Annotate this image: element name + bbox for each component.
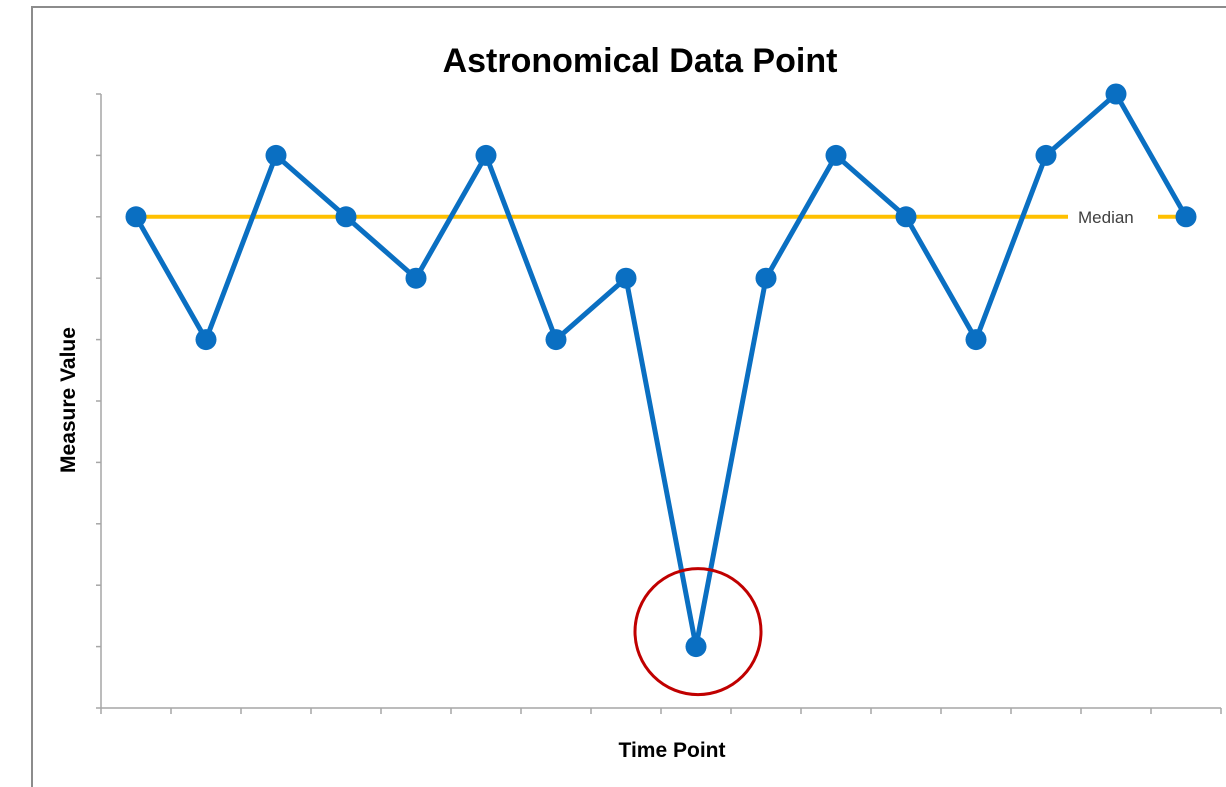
data-point: [685, 636, 707, 658]
chart-frame: [31, 6, 1226, 787]
axes: [96, 93, 1222, 714]
series-group: [125, 83, 1197, 658]
data-point: [755, 267, 777, 289]
data-point: [475, 144, 497, 166]
series-line: [133, 90, 1189, 648]
y-axis-title: Measure Value: [57, 327, 80, 473]
data-point: [125, 206, 147, 228]
data-point: [405, 267, 427, 289]
chart-title: Astronomical Data Point: [443, 42, 838, 80]
data-point: [965, 329, 987, 351]
median-line-group: Median: [136, 208, 1186, 227]
data-point: [195, 329, 217, 351]
data-point: [615, 267, 637, 289]
data-point: [825, 144, 847, 166]
x-axis-title: Time Point: [619, 739, 726, 762]
highlight-group: [633, 567, 763, 697]
data-point: [335, 206, 357, 228]
data-point: [1035, 144, 1057, 166]
data-point: [545, 329, 567, 351]
data-point: [895, 206, 917, 228]
highlight-circle: [633, 567, 763, 697]
data-point: [1105, 83, 1127, 105]
median-label: Median: [1078, 208, 1134, 227]
data-point: [265, 144, 287, 166]
data-point: [1175, 206, 1197, 228]
